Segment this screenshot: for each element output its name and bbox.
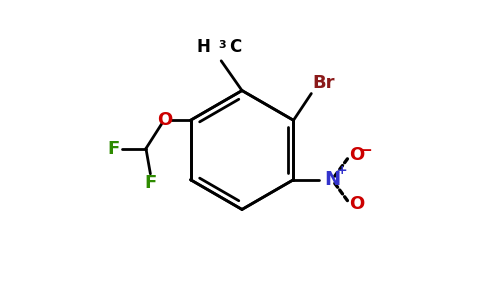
Text: F: F	[107, 140, 120, 158]
Text: 3: 3	[218, 40, 226, 50]
Text: O: O	[349, 195, 364, 213]
Text: +: +	[336, 164, 347, 177]
Text: O: O	[157, 111, 172, 129]
Text: Br: Br	[312, 74, 334, 92]
Text: C: C	[228, 38, 241, 56]
Text: H: H	[197, 38, 211, 56]
Text: −: −	[359, 142, 372, 158]
Text: O: O	[349, 146, 364, 164]
Text: F: F	[144, 174, 156, 192]
Text: N: N	[324, 170, 340, 189]
